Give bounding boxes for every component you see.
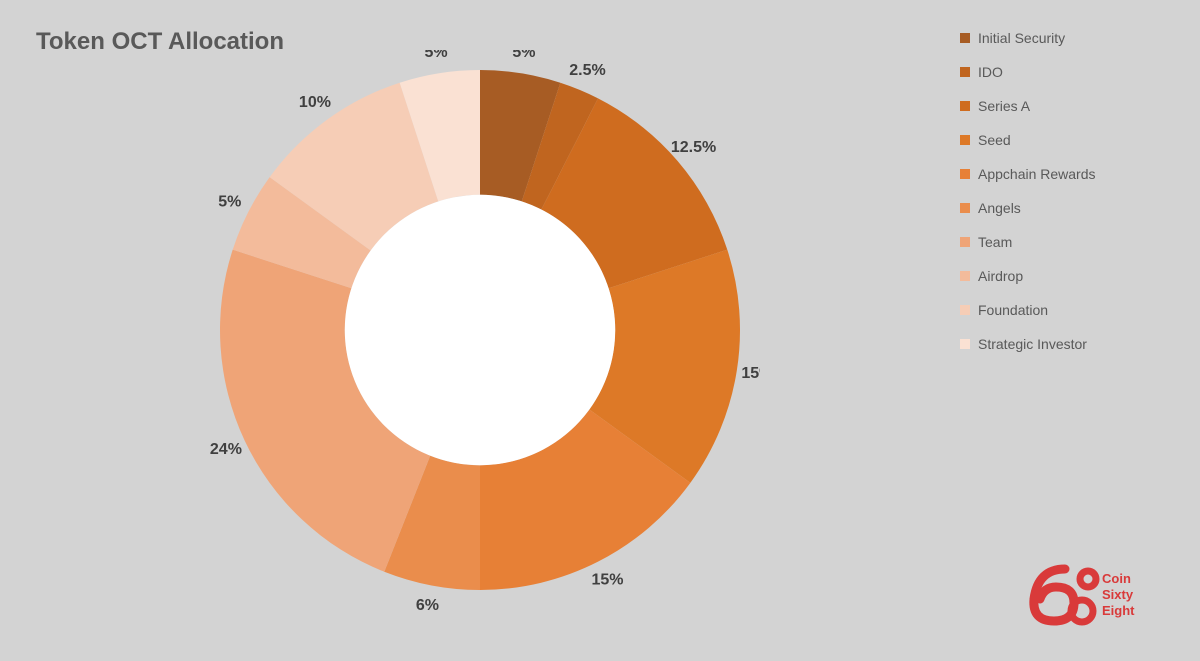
legend-label: Initial Security [978, 30, 1065, 46]
legend-item: Strategic Investor [960, 336, 1140, 352]
legend-label: Seed [978, 132, 1011, 148]
logo-text-1: Coin [1102, 571, 1131, 586]
legend-swatch [960, 67, 970, 77]
legend-label: Appchain Rewards [978, 166, 1096, 182]
legend-swatch [960, 305, 970, 315]
legend-swatch [960, 169, 970, 179]
slice-label: 5% [512, 50, 535, 61]
legend-item: Initial Security [960, 30, 1140, 46]
legend-item: Seed [960, 132, 1140, 148]
slice-label: 12.5% [671, 139, 716, 156]
slice-label: 15% [741, 365, 760, 382]
legend-swatch [960, 101, 970, 111]
slice-label: 2.5% [569, 62, 605, 79]
legend-label: Foundation [978, 302, 1048, 318]
legend-swatch [960, 237, 970, 247]
donut-hole [345, 195, 615, 465]
donut-chart-svg: 5% 2.5% 12.5% 15% 15% 6% 24% 5% 10% 5% [200, 50, 760, 610]
legend-label: Team [978, 234, 1012, 250]
slice-label: 24% [210, 441, 242, 458]
legend-swatch [960, 33, 970, 43]
slice-label: 6% [416, 597, 439, 610]
legend-item: Airdrop [960, 268, 1140, 284]
logo-text-2: Sixty [1102, 587, 1134, 602]
legend-label: Angels [978, 200, 1021, 216]
legend-item: Foundation [960, 302, 1140, 318]
legend-label: IDO [978, 64, 1003, 80]
logo-text-3: Eight [1102, 603, 1135, 618]
donut-chart: 5% 2.5% 12.5% 15% 15% 6% 24% 5% 10% 5% [200, 50, 760, 610]
legend-label: Series A [978, 98, 1030, 114]
legend-swatch [960, 203, 970, 213]
legend: Initial Security IDO Series A Seed Appchain … [960, 30, 1140, 370]
legend-item: Angels [960, 200, 1140, 216]
legend-swatch [960, 271, 970, 281]
slice-label: 10% [299, 94, 331, 111]
legend-item: Team [960, 234, 1140, 250]
legend-item: IDO [960, 64, 1140, 80]
slice-label: 5% [218, 194, 241, 211]
brand-logo: Coin Sixty Eight [1010, 561, 1160, 631]
legend-label: Strategic Investor [978, 336, 1087, 352]
legend-item: Appchain Rewards [960, 166, 1140, 182]
slice-label: 5% [425, 50, 448, 61]
legend-swatch [960, 339, 970, 349]
legend-swatch [960, 135, 970, 145]
slice-label: 15% [591, 571, 623, 588]
legend-label: Airdrop [978, 268, 1023, 284]
legend-item: Series A [960, 98, 1140, 114]
